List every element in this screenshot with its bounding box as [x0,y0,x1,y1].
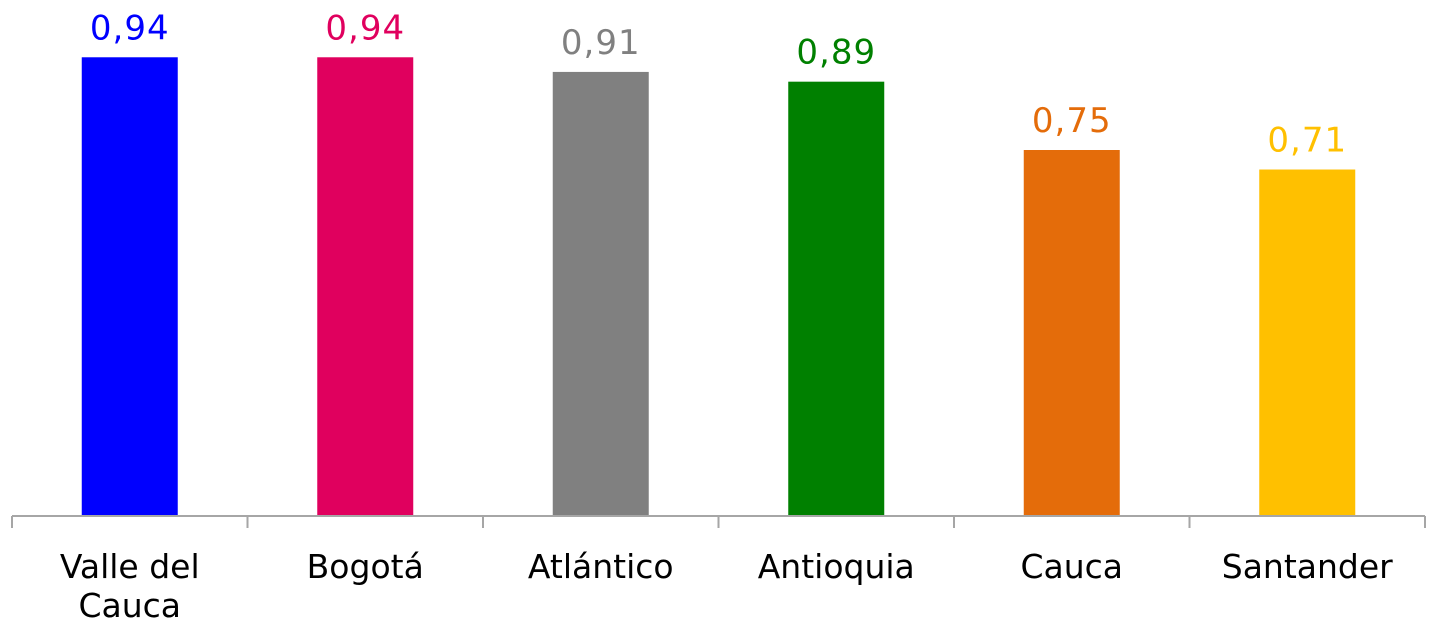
category-label-5: Santander [1222,547,1393,586]
data-label-3: 0,89 [796,33,876,73]
data-label-0: 0,94 [90,8,170,48]
bar-3 [788,81,885,517]
category-label-3: Antioquia [758,547,915,586]
category-label-1: Bogotá [307,547,424,586]
data-label-2: 0,91 [561,23,641,63]
bar-0 [81,57,178,516]
value-labels-layer: 0,94 0,94 0,91 0,89 0,75 0,71 [90,8,1347,161]
category-label-4: Cauca [1020,547,1123,586]
bar-5 [1259,169,1356,516]
x-axis [11,515,1426,528]
bar-2 [552,71,649,517]
data-label-1: 0,94 [325,8,405,48]
bars-layer [81,57,1356,517]
bar-1 [317,57,414,516]
bar-4 [1023,150,1120,516]
category-labels-layer: Valle del Cauca Bogotá Atlántico Antioquia Ca… [60,547,1393,625]
data-label-5: 0,71 [1267,121,1347,161]
data-label-4: 0,75 [1032,101,1112,141]
category-label-0: Valle del Cauca [60,547,200,625]
category-label-2: Atlántico [528,547,674,586]
